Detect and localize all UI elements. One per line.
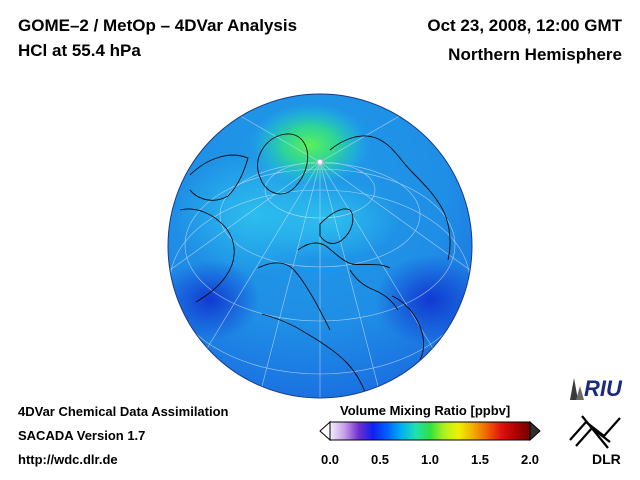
colorbar-under-arrow: [319, 420, 331, 442]
low-field-west: [168, 260, 260, 340]
svg-text:DLR: DLR: [592, 451, 621, 467]
map-title: GOME–2 / MetOp – 4DVar Analysis: [18, 16, 298, 35]
colorbar-over-arrow: [529, 420, 541, 442]
polar-vortex-high: [250, 103, 370, 187]
globe-outline: [167, 93, 473, 399]
footer-assimilation: 4DVar Chemical Data Assimilation: [18, 404, 229, 419]
dlr-logo: DLR: [569, 415, 621, 467]
map-region: Northern Hemisphere: [448, 45, 622, 64]
north-pole-marker: [317, 159, 323, 165]
coastlines: [179, 133, 451, 395]
colorbar-title: Volume Mixing Ratio [ppbv]: [340, 403, 511, 418]
greenland-outline: [257, 133, 309, 195]
riu-logo: RIU: [570, 376, 623, 401]
footer-version: SACADA Version 1.7: [18, 428, 146, 443]
colorbar: [319, 420, 541, 442]
colorbar-tick-1: 0.5: [370, 452, 390, 467]
map-datetime: Oct 23, 2008, 12:00 GMT: [427, 16, 622, 35]
colorbar-tick-0: 0.0: [320, 452, 340, 467]
svg-text:RIU: RIU: [584, 376, 623, 401]
footer-url[interactable]: http://wdc.dlr.de: [18, 452, 118, 467]
map-subtitle: HCl at 55.4 hPa: [18, 41, 141, 60]
colorbar-tick-2: 1.0: [420, 452, 440, 467]
colorbar-gradient: [329, 421, 531, 441]
colorbar-tick-3: 1.5: [470, 452, 490, 467]
cyan-field-east: [260, 180, 400, 260]
colorbar-tick-4: 2.0: [520, 452, 540, 467]
